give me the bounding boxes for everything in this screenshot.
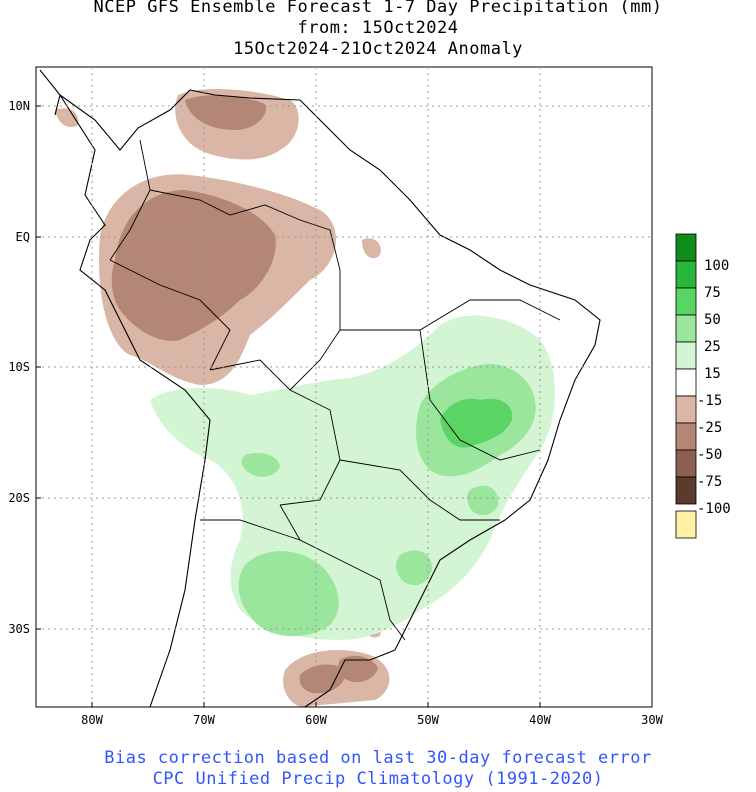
legend-swatch-gt100: [675, 233, 697, 262]
lat-label-30s: 30S: [8, 622, 30, 636]
legend-swatch-minus75-100: [675, 476, 697, 505]
climatology-note: CPC Unified Precip Climatology (1991-202…: [152, 769, 604, 789]
lon-label-30w: 30W: [641, 713, 663, 727]
country-borders: [109, 139, 561, 641]
lon-label-50w: 50W: [417, 713, 439, 727]
border-venezuela-brazil: [149, 189, 331, 231]
legend-swatch-minus25-50: [675, 422, 697, 451]
legend-swatch-50-75: [675, 287, 697, 316]
forecast-init-date: from: 15Oct2024: [297, 18, 459, 38]
legend-label-minus50: -50: [697, 447, 722, 463]
border-peru-brazil: [109, 259, 231, 371]
map-frame: [35, 66, 653, 708]
legend-swatch-minus15-25: [675, 395, 697, 424]
lat-label-20s: 20S: [8, 491, 30, 505]
lon-label-80w: 80W: [81, 713, 103, 727]
legend-swatch-75-100: [675, 260, 697, 289]
legend-label-100: 100: [704, 258, 729, 274]
south-america-coast: [59, 89, 601, 707]
tick-marks: [36, 105, 653, 707]
border-state-south: [339, 459, 500, 521]
legend-label-minus25: -25: [697, 420, 722, 436]
lon-label-40w: 40W: [529, 713, 551, 727]
dry-anomaly-small-east: [362, 238, 381, 259]
legend-label-75: 75: [704, 285, 721, 301]
legend-swatch-25-50: [675, 314, 697, 343]
legend-swatch-lt-minus100: [675, 510, 697, 539]
border-paraguay: [279, 504, 381, 581]
dry-anomaly-venezuela-core: [185, 95, 266, 130]
legend-label-15: 15: [704, 366, 721, 382]
forecast-period: 15Oct2024-21Oct2024 Anomaly: [233, 39, 523, 59]
legend-label-minus75: -75: [697, 474, 722, 490]
border-chile-argentina: [200, 519, 301, 541]
border-state-center: [419, 329, 541, 461]
dry-anomaly-south-core: [299, 664, 346, 694]
central-america-coast: [39, 69, 61, 116]
legend-label-25: 25: [704, 339, 721, 355]
legend-swatch-15-25: [675, 341, 697, 370]
legend-label-minus15: -15: [697, 393, 722, 409]
legend-swatch-neutral: [675, 368, 697, 397]
dry-anomaly-amazon-core: [111, 190, 276, 341]
wet-anomaly-argentina: [238, 551, 339, 637]
border-colombia: [109, 139, 151, 261]
lat-label-10n: 10N: [8, 99, 30, 113]
color-legend: 100 75 50 25 15 -15 -25 -50 -75 -100: [675, 233, 731, 539]
bias-correction-note: Bias correction based on last 30-day for…: [104, 748, 652, 768]
border-state-north: [340, 299, 561, 331]
wet-anomaly-mato-grosso: [241, 453, 280, 477]
legend-label-50: 50: [704, 312, 721, 328]
wet-anomaly-south-brazil: [396, 550, 432, 586]
border-uruguay: [379, 579, 406, 641]
dry-anomaly-coast-nw: [55, 108, 79, 128]
lat-label-eq: EQ: [16, 230, 30, 244]
dry-anomaly-south-core2: [338, 655, 378, 683]
coastlines: [39, 69, 601, 707]
wet-anomaly-southeast-coast: [467, 485, 499, 516]
anomaly-shading: [55, 88, 555, 707]
border-bolivia: [209, 359, 341, 506]
lon-label-70w: 70W: [193, 713, 215, 727]
lat-label-10s: 10S: [8, 360, 30, 374]
map-title: NCEP GFS Ensemble Forecast 1-7 Day Preci…: [93, 0, 663, 17]
legend-swatch-minus50-75: [675, 449, 697, 478]
wet-anomaly-brazil-core: [440, 398, 513, 448]
lon-label-60w: 60W: [305, 713, 327, 727]
legend-label-minus100: -100: [697, 501, 731, 517]
graticule: [36, 67, 652, 707]
